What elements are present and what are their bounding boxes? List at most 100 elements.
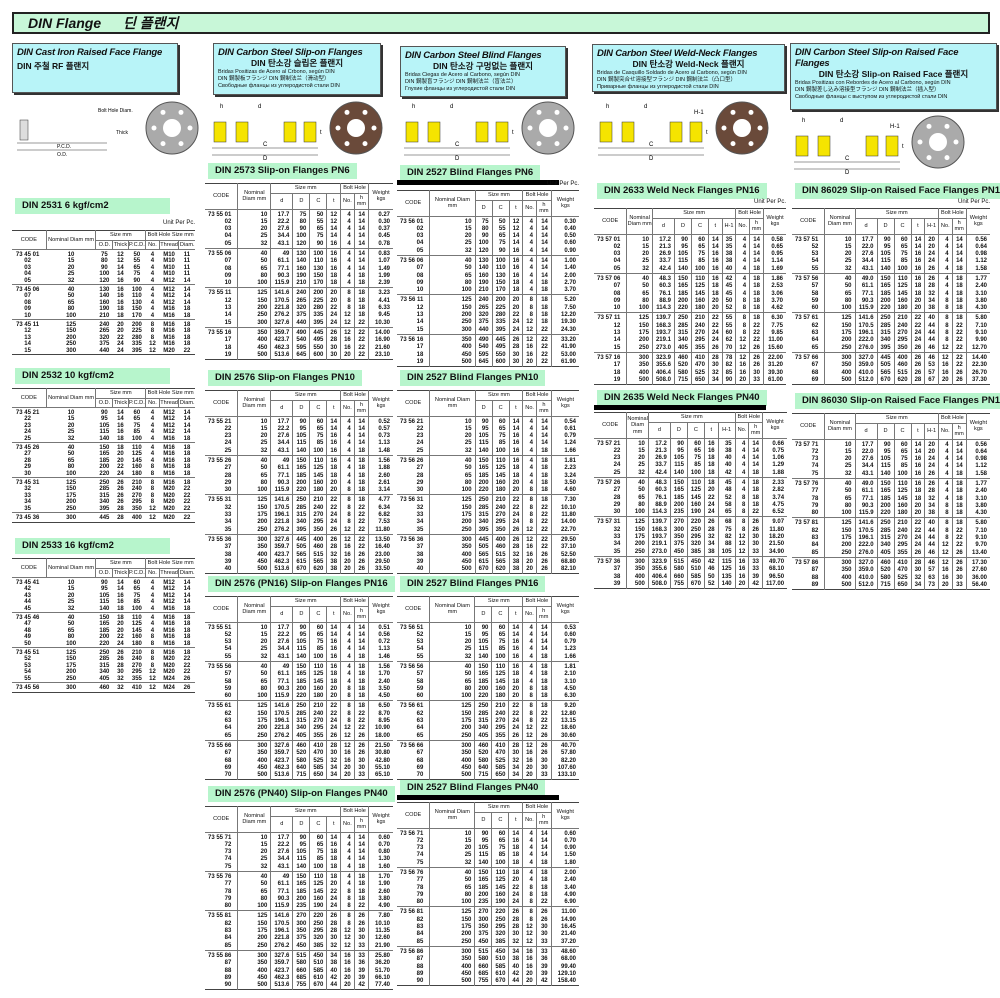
product-code: 33	[24, 492, 31, 499]
cell: 285	[292, 504, 310, 513]
product-code: 57	[416, 671, 424, 678]
cell: 50	[309, 208, 327, 219]
cell: 4	[150, 627, 155, 634]
cell: 133.10	[550, 772, 579, 780]
cell: 16.90	[368, 337, 393, 345]
cell: 4	[937, 265, 953, 274]
product-code: 69	[224, 764, 232, 771]
table-row: 77 50 61.1 165 125 18 28 4 18 2.40	[792, 488, 990, 496]
product-code: 82	[224, 920, 232, 927]
cell: 13.50	[368, 533, 393, 545]
cell: 200	[237, 935, 271, 943]
cell: 29.50	[368, 558, 393, 567]
cell: 65	[824, 290, 856, 298]
cell: 42	[326, 974, 341, 983]
cell: 12	[145, 682, 160, 692]
cell: 350	[824, 567, 856, 575]
cell: 4	[522, 646, 537, 654]
cell: 200	[429, 519, 476, 527]
cell: 16	[508, 639, 523, 647]
cell: 25	[626, 258, 653, 266]
product-code: 78	[416, 884, 424, 891]
cell: 150	[669, 476, 688, 488]
cell: 22	[535, 351, 552, 359]
table-row: 73 57 11 125 139.7 250 210 22 55 8 18 6.30	[594, 312, 786, 323]
product-code: 35	[224, 526, 232, 533]
cell: 20	[326, 297, 341, 306]
cell: 50	[703, 573, 719, 581]
table-row: 75 32 43.1 140 100 16 26 4 18 1.58	[792, 470, 990, 479]
cell: 620	[893, 376, 912, 385]
cell: 22	[535, 344, 552, 352]
cell: 3.24	[550, 472, 579, 480]
cell: 24	[924, 456, 939, 464]
cell: 110	[491, 866, 509, 878]
cell: 90	[721, 376, 736, 385]
cell: 160	[292, 265, 310, 273]
cell: 10	[429, 215, 476, 226]
cell: 10	[46, 577, 96, 587]
cell: 28	[326, 920, 341, 929]
cell: 68.10	[762, 566, 788, 574]
cell: 14	[535, 215, 552, 226]
cell: 300	[237, 533, 271, 545]
table-row: 30 100 220 24 180 8 M16 18	[12, 471, 195, 478]
cell: 240	[491, 504, 510, 513]
cell: 20	[522, 566, 537, 574]
cell: 12	[340, 725, 355, 733]
cell: 1.60	[368, 863, 393, 872]
cell: 80	[429, 279, 476, 288]
svg-text:t: t	[902, 144, 904, 150]
product-code: 05	[224, 240, 232, 247]
product-code: 73 56 06	[397, 254, 430, 266]
cell: 90	[669, 437, 688, 448]
column-header: C	[309, 193, 328, 210]
table-row: 15 300 327.6 440 395 24 12 22 10.30	[205, 319, 393, 328]
table-row: 67 350 520 470 30 16 26 57.80	[397, 750, 579, 758]
cell: 15	[67, 258, 75, 265]
cell: 4	[150, 277, 155, 284]
cell: 375	[669, 541, 688, 549]
cell: 595	[474, 351, 493, 359]
cell: 18	[353, 447, 369, 456]
cell: 32	[326, 551, 341, 559]
column-header: Weight kgs	[762, 412, 788, 439]
product-code: 04	[24, 271, 31, 278]
cell: 90	[876, 438, 895, 449]
table-row: 25 32 140 18 100 4 M16 18	[12, 436, 195, 443]
cell: 270	[131, 662, 142, 669]
table-row: 73 45 26 40 150 18 110 4 M16 18	[12, 442, 195, 452]
cell: 14	[326, 415, 341, 426]
table-row: 38 400 406.4 660 585 50 135 16 39 96.50	[594, 573, 788, 581]
cell: 16	[340, 949, 355, 961]
cell: 0.65	[762, 243, 786, 252]
cell: 100	[66, 312, 77, 319]
table-title: DIN 2527 Blind Flanges PN40	[400, 780, 546, 796]
product-code: 73 55 26	[205, 454, 238, 466]
cell: 85	[309, 646, 327, 654]
cell: 190	[491, 899, 509, 907]
product-code: 73 45 01	[12, 249, 47, 259]
cell: 15	[237, 425, 271, 434]
cell: 250	[95, 647, 113, 657]
product-code: 28	[613, 494, 621, 501]
cell: 4	[522, 433, 537, 441]
cell: 18	[326, 870, 341, 882]
cell: 16	[522, 351, 537, 359]
cell: 65	[893, 243, 912, 252]
table-row: 04 25 33.7 115 85 16 38 4 14 1.14	[594, 258, 786, 266]
product-code: 70	[224, 772, 232, 779]
cell: 14	[326, 831, 341, 842]
svg-text:D: D	[845, 170, 850, 174]
cell: 4	[734, 437, 749, 448]
cell: 141.6	[854, 517, 878, 528]
cell: 235	[474, 899, 492, 907]
column-header: No.	[340, 193, 355, 210]
cell: 670	[474, 566, 493, 574]
cell: 4	[340, 218, 355, 227]
cell: 16	[508, 454, 523, 466]
cell: 0.60	[368, 831, 393, 842]
cell: 4	[937, 258, 953, 266]
cell: 1.77	[965, 477, 990, 489]
cell: 75	[893, 251, 912, 259]
